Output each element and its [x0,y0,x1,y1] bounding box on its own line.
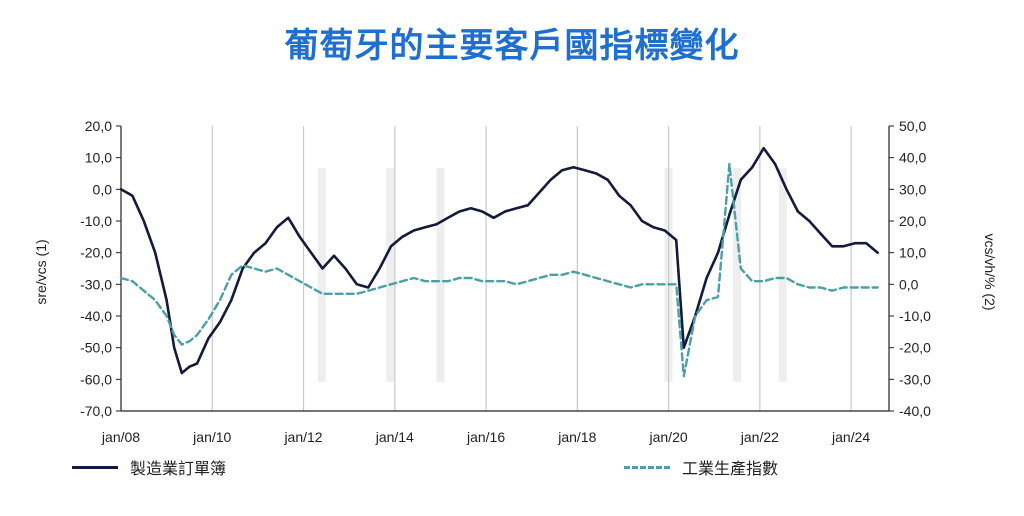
y-right-tick-label: -40,0 [899,403,931,419]
legend-item-production: 工業生產指數 [624,455,778,479]
y-left-tick-label: -40,0 [80,308,112,324]
axes [116,125,894,412]
y-left-tick-label: -30,0 [80,276,112,292]
y-right-tick-label: -30,0 [899,371,931,387]
y-right-tick-label: 50,0 [899,118,926,134]
y-right-tick-label: 10,0 [899,245,926,261]
background-band [317,168,326,382]
series-line-orders [119,146,879,375]
vertical-gridlines [211,126,852,411]
chart-title: 葡萄牙的主要客戶國指標變化 [284,26,740,66]
y-right-axis-label: vcs/vh/% (2) [982,233,998,310]
y-right-tick-label: 0,0 [899,276,919,292]
x-tick-label: jan/12 [283,429,322,445]
y-right-tick-label: -10,0 [899,308,931,324]
x-tick-label: jan/18 [557,429,596,445]
series-line-production [119,162,879,378]
background-band [386,168,395,382]
tick-labels: 20,0 10,0 0,0 -10,0 -20,0 -30,0 -40,0 -50,0 -60,… [80,118,931,445]
x-tick-label: jan/10 [192,429,231,445]
x-tick-label: jan/24 [831,429,870,445]
x-tick-label: jan/22 [740,429,779,445]
background-band [436,168,445,382]
legend-label-production: 工業生產指數 [682,459,779,478]
y-left-tick-label: -50,0 [80,340,112,356]
legend-label-orders: 製造業訂單簿 [130,459,227,478]
x-tick-label: jan/16 [466,429,505,445]
legend-item-orders: 製造業訂單簿 [72,455,226,479]
x-tick-label: jan/08 [101,429,140,445]
background-band [733,168,742,382]
x-tick-label: jan/20 [649,429,688,445]
y-right-tick-label: 40,0 [899,150,926,166]
x-tick-label: jan/14 [375,429,414,445]
y-left-tick-label: -10,0 [80,213,112,229]
background-band [778,168,787,382]
y-left-tick-label: -70,0 [80,403,112,419]
y-right-tick-label: 30,0 [899,181,926,197]
y-left-tick-label: -20,0 [80,245,112,261]
y-left-tick-label: 10,0 [85,150,112,166]
legend-swatch-dashed [624,465,670,469]
y-left-tick-label: 20,0 [85,118,112,134]
y-left-tick-label: -60,0 [80,371,112,387]
y-left-axis-label: sre/vcs (1) [33,239,49,304]
series-lines [119,146,879,378]
y-right-tick-label: 20,0 [899,213,926,229]
y-right-tick-label: -20,0 [899,340,931,356]
legend-swatch-solid [72,465,118,469]
y-left-tick-label: 0,0 [93,181,113,197]
